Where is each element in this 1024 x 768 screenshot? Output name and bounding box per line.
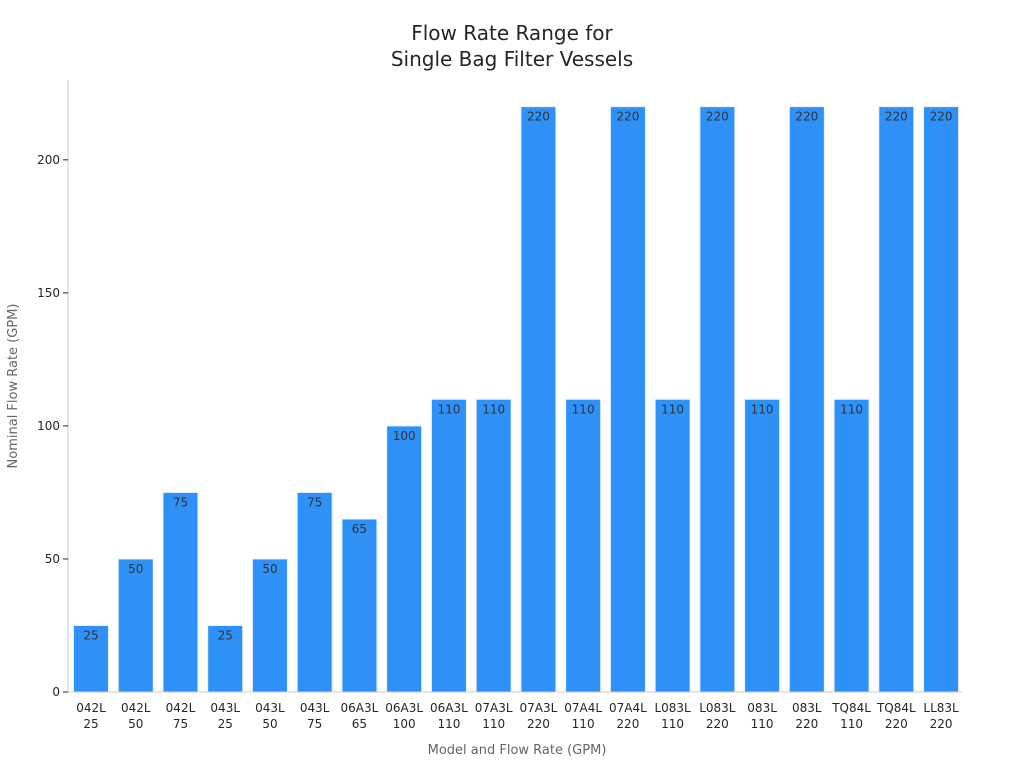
bar <box>788 106 825 693</box>
bar <box>923 106 960 693</box>
x-tick-label: 083L <box>792 701 822 715</box>
data-label: 75 <box>173 495 188 509</box>
x-tick-label: 110 <box>661 717 684 731</box>
x-tick-label: 220 <box>930 717 953 731</box>
data-label: 100 <box>393 429 416 443</box>
x-tick-label: 75 <box>173 717 188 731</box>
x-tick-label: 07A4L <box>564 701 602 715</box>
data-label: 220 <box>616 110 639 124</box>
x-tick-label: 083L <box>747 701 777 715</box>
bar <box>609 106 646 693</box>
chart-title-line-2: Single Bag Filter Vessels <box>391 47 633 71</box>
bar <box>162 491 199 693</box>
x-tick-label: 220 <box>885 717 908 731</box>
bar <box>475 398 512 693</box>
x-tick-label: 043L <box>255 701 285 715</box>
bar <box>699 106 736 693</box>
x-tick-label: 042L <box>166 701 196 715</box>
x-tick-label: 100 <box>393 717 416 731</box>
x-tick-label: 042L <box>76 701 106 715</box>
y-tick-label: 0 <box>52 685 60 699</box>
bar <box>73 624 109 693</box>
x-axis-ticks: 042L 25 042L 50 042L 75 043L 25 043L 50 043L 75 06A3… <box>76 701 959 731</box>
y-tick-label: 150 <box>37 286 60 300</box>
bar <box>251 558 288 693</box>
data-label: 65 <box>352 522 367 536</box>
y-tick-label: 200 <box>37 153 60 167</box>
bar <box>878 106 915 693</box>
bar <box>386 425 423 693</box>
x-tick-label: 07A3L <box>519 701 557 715</box>
bar <box>430 398 467 693</box>
x-tick-label: 65 <box>352 717 367 731</box>
x-tick-label: 110 <box>751 717 774 731</box>
data-label: 75 <box>307 495 322 509</box>
x-tick-label: 06A3L <box>341 701 379 715</box>
x-tick-label: 50 <box>128 717 143 731</box>
bar <box>520 106 557 693</box>
x-axis-label: Model and Flow Rate (GPM) <box>428 743 607 758</box>
data-label: 50 <box>128 562 143 576</box>
data-labels-group: 25 50 75 25 50 75 65 100 110 110 220 110 220 110 220 11… <box>83 110 952 643</box>
y-tick-label: 50 <box>45 552 60 566</box>
data-label: 220 <box>930 110 953 124</box>
x-tick-label: 07A4L <box>609 701 647 715</box>
data-label: 25 <box>218 628 233 642</box>
x-tick-label: 110 <box>482 717 505 731</box>
x-tick-label: 110 <box>840 717 863 731</box>
bar <box>207 624 244 693</box>
x-tick-label: TQ84L <box>831 701 871 715</box>
bar <box>744 398 781 693</box>
x-tick-label: 25 <box>218 717 233 731</box>
x-tick-label: 043L <box>300 701 330 715</box>
x-tick-label: 110 <box>437 717 460 731</box>
data-label: 110 <box>482 402 505 416</box>
x-tick-label: L083L <box>699 701 736 715</box>
x-tick-label: 110 <box>572 717 595 731</box>
data-label: 50 <box>262 562 277 576</box>
x-tick-label: 220 <box>527 717 550 731</box>
bars-group <box>73 106 960 693</box>
x-tick-label: 50 <box>262 717 277 731</box>
bar <box>654 398 691 693</box>
bar <box>296 491 333 693</box>
x-tick-label: 75 <box>307 717 322 731</box>
x-tick-label: 042L <box>121 701 151 715</box>
data-label: 220 <box>706 110 729 124</box>
data-label: 110 <box>572 402 595 416</box>
y-tick-label: 100 <box>37 419 60 433</box>
bar <box>833 398 870 693</box>
data-label: 220 <box>795 110 818 124</box>
data-label: 110 <box>661 402 684 416</box>
x-tick-label: 06A3L <box>385 701 423 715</box>
x-tick-label: 220 <box>616 717 639 731</box>
y-axis-label: Nominal Flow Rate (GPM) <box>6 304 21 469</box>
data-label: 110 <box>437 402 460 416</box>
data-label: 25 <box>83 628 98 642</box>
x-tick-label: 06A3L <box>430 701 468 715</box>
y-axis-ticks: 0 50 100 150 200 <box>37 153 68 699</box>
x-tick-label: TQ84L <box>876 701 916 715</box>
x-tick-label: 220 <box>706 717 729 731</box>
chart-title: Flow Rate Range for Single Bag Filter Ve… <box>391 21 633 71</box>
x-tick-label: 07A3L <box>475 701 513 715</box>
x-tick-label: LL83L <box>923 701 959 715</box>
bar <box>565 398 602 693</box>
data-label: 110 <box>751 402 774 416</box>
data-label: 220 <box>527 110 550 124</box>
x-tick-label: 043L <box>210 701 240 715</box>
x-tick-label: 25 <box>83 717 98 731</box>
x-tick-label: 220 <box>795 717 818 731</box>
data-label: 220 <box>885 110 908 124</box>
chart-title-line-1: Flow Rate Range for <box>411 21 613 45</box>
x-tick-label: L083L <box>654 701 691 715</box>
bar <box>117 558 154 693</box>
bar <box>341 518 378 693</box>
data-label: 110 <box>840 402 863 416</box>
